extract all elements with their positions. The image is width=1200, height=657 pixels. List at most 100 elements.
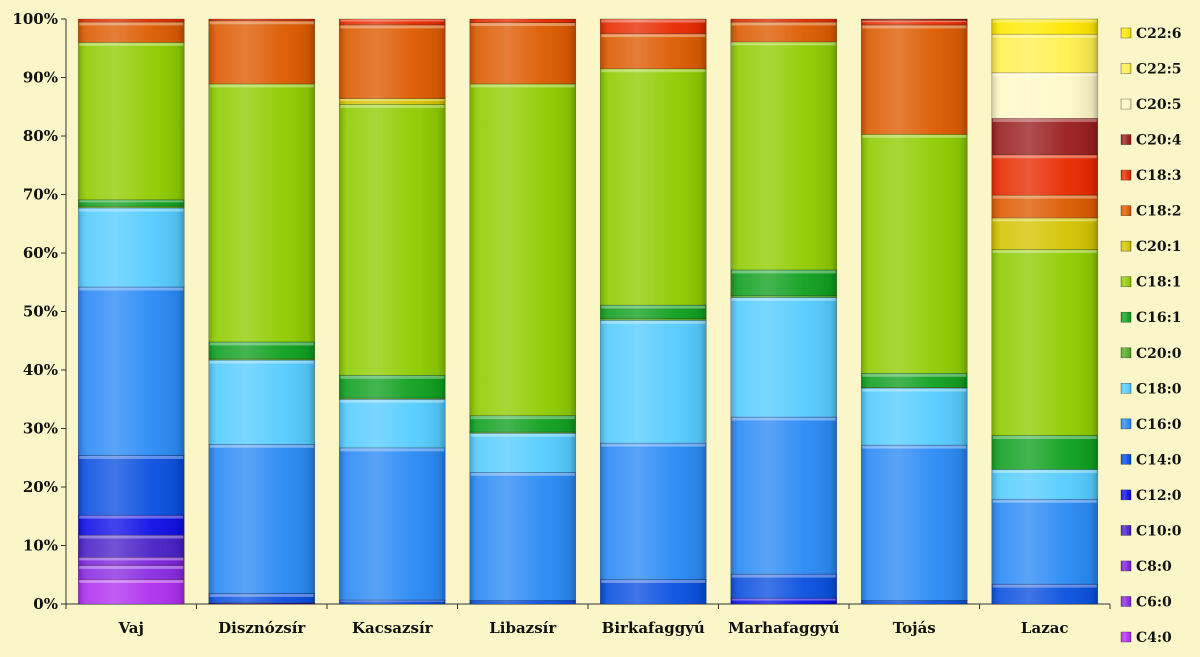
bar-segment-shine [991, 217, 1098, 250]
bar-segment-bevel [340, 448, 445, 452]
bar-segment-shine [730, 269, 837, 296]
bar-segment-shine [339, 375, 446, 399]
bar-segment-shine [208, 360, 315, 445]
y-tick-label: 40% [23, 361, 58, 379]
bar-stack-7 [860, 18, 968, 605]
legend-swatch-shine [1121, 28, 1131, 38]
legend-item-C18-3: C18:3 [1120, 168, 1182, 184]
bar-segment-bevel [992, 34, 1097, 38]
bar-segment-bevel [79, 579, 184, 583]
bar-segment-bevel [992, 73, 1097, 77]
bar-stack-1 [77, 18, 185, 605]
bar-segment-shine [469, 83, 576, 416]
y-tick-label: 90% [23, 69, 58, 87]
bar-segment-shine [78, 199, 185, 207]
legend-item-C18-2: C18:2 [1120, 204, 1182, 220]
legend-item-C20-4: C20:4 [1120, 133, 1182, 149]
bar-segment-shine [991, 435, 1098, 470]
legend-swatch-shine [1121, 205, 1131, 216]
bar-segment-shine [469, 22, 576, 84]
bar-segment-shine [991, 469, 1098, 500]
bar-segment-bevel [209, 593, 314, 597]
x-tick-label-2: Disznózsír [218, 619, 306, 637]
y-tick-label: 0% [33, 595, 58, 613]
legend-item-C18-0: C18:0 [1120, 381, 1182, 397]
bar-segment-shine [991, 195, 1098, 218]
bar-segment-shine [600, 33, 707, 69]
x-tick-label-6: Marhafaggyú [728, 619, 840, 637]
bar-segment-bevel [209, 84, 314, 88]
bar-segment-bevel [340, 399, 445, 403]
legend-item-C8-0: C8:0 [1120, 559, 1172, 575]
legend-label: C20:5 [1136, 97, 1182, 113]
bar-segment-shine [208, 603, 315, 604]
legend-swatch-shine [1121, 454, 1131, 465]
bar-segment-bevel [601, 305, 706, 309]
legend-swatch-shine [1121, 170, 1131, 181]
legend-swatch-shine [1121, 489, 1131, 500]
legend-label: C6:0 [1136, 594, 1172, 610]
legend-label: C14:0 [1136, 452, 1182, 468]
bar-segment-bevel [79, 287, 184, 291]
bar-segment-bevel [209, 342, 314, 346]
bar-stack-8 [991, 18, 1099, 605]
bar-segment-shine [600, 68, 707, 306]
bar-segment-bevel [731, 22, 836, 26]
bar-segment-bevel [79, 557, 184, 561]
bar-segment-shine [469, 600, 576, 604]
bar-segment-shine [600, 579, 707, 604]
y-tick-label: 80% [23, 127, 58, 145]
legend-swatch-shine [1121, 99, 1131, 110]
bar-segment-bevel [601, 579, 706, 583]
bar-segment-shine [78, 42, 185, 200]
bar-segment-bevel [470, 433, 575, 437]
legend-label: C10:0 [1136, 523, 1182, 539]
bar-segment-shine [730, 19, 837, 22]
bar-segment-shine [208, 19, 315, 21]
bar-segment-shine [339, 24, 446, 99]
bar-segment-shine [78, 207, 185, 287]
legend-swatch-shine [1121, 312, 1131, 323]
bar-segment-shine [208, 358, 315, 361]
bar-segment-bevel [340, 25, 445, 29]
y-tick-label: 50% [23, 303, 58, 321]
bar-segment-shine [208, 83, 315, 342]
bar-segment-shine [208, 20, 315, 84]
legend-label: C22:5 [1136, 62, 1182, 78]
legend-item-C20-5: C20:5 [1120, 97, 1182, 113]
x-tick-label-1: Vaj [118, 619, 144, 637]
legend-label: C18:2 [1136, 204, 1182, 220]
bar-segment-shine [861, 20, 968, 25]
bar-segment-bevel [340, 600, 445, 602]
bar-segment-shine [78, 515, 185, 535]
bar-segment-bevel [79, 565, 184, 569]
bar-segment-shine [600, 318, 707, 321]
bar-stack-4 [469, 18, 577, 605]
bar-segment-shine [600, 19, 707, 34]
legend-swatch-shine [1121, 241, 1131, 252]
legend-label: C18:0 [1136, 381, 1182, 397]
bar-segment-shine [600, 320, 707, 444]
bar-segment-shine [469, 432, 576, 434]
legend-swatch-shine [1121, 596, 1131, 607]
bar-segment-shine [469, 19, 576, 23]
bar-segment-shine [991, 118, 1098, 155]
bar-segment-shine [861, 388, 968, 446]
bar-segment-bevel [340, 375, 445, 379]
bar-segment-shine [730, 417, 837, 575]
bar-segment-shine [991, 34, 1098, 73]
legend-label: C20:4 [1136, 133, 1182, 149]
bar-segment-shine [730, 598, 837, 604]
legend-item-C18-1: C18:1 [1120, 275, 1182, 291]
bar-segment-bevel [992, 249, 1097, 253]
bar-segment-bevel [731, 297, 836, 301]
bar-stack-6 [730, 18, 838, 605]
bar-segment-bevel [601, 34, 706, 38]
bar-segment-bevel [340, 104, 445, 108]
legend-item-C20-0: C20:0 [1120, 346, 1182, 362]
bar-segment-shine [600, 443, 707, 580]
bar-segment-shine [339, 98, 446, 105]
bar-segment-shine [730, 574, 837, 599]
